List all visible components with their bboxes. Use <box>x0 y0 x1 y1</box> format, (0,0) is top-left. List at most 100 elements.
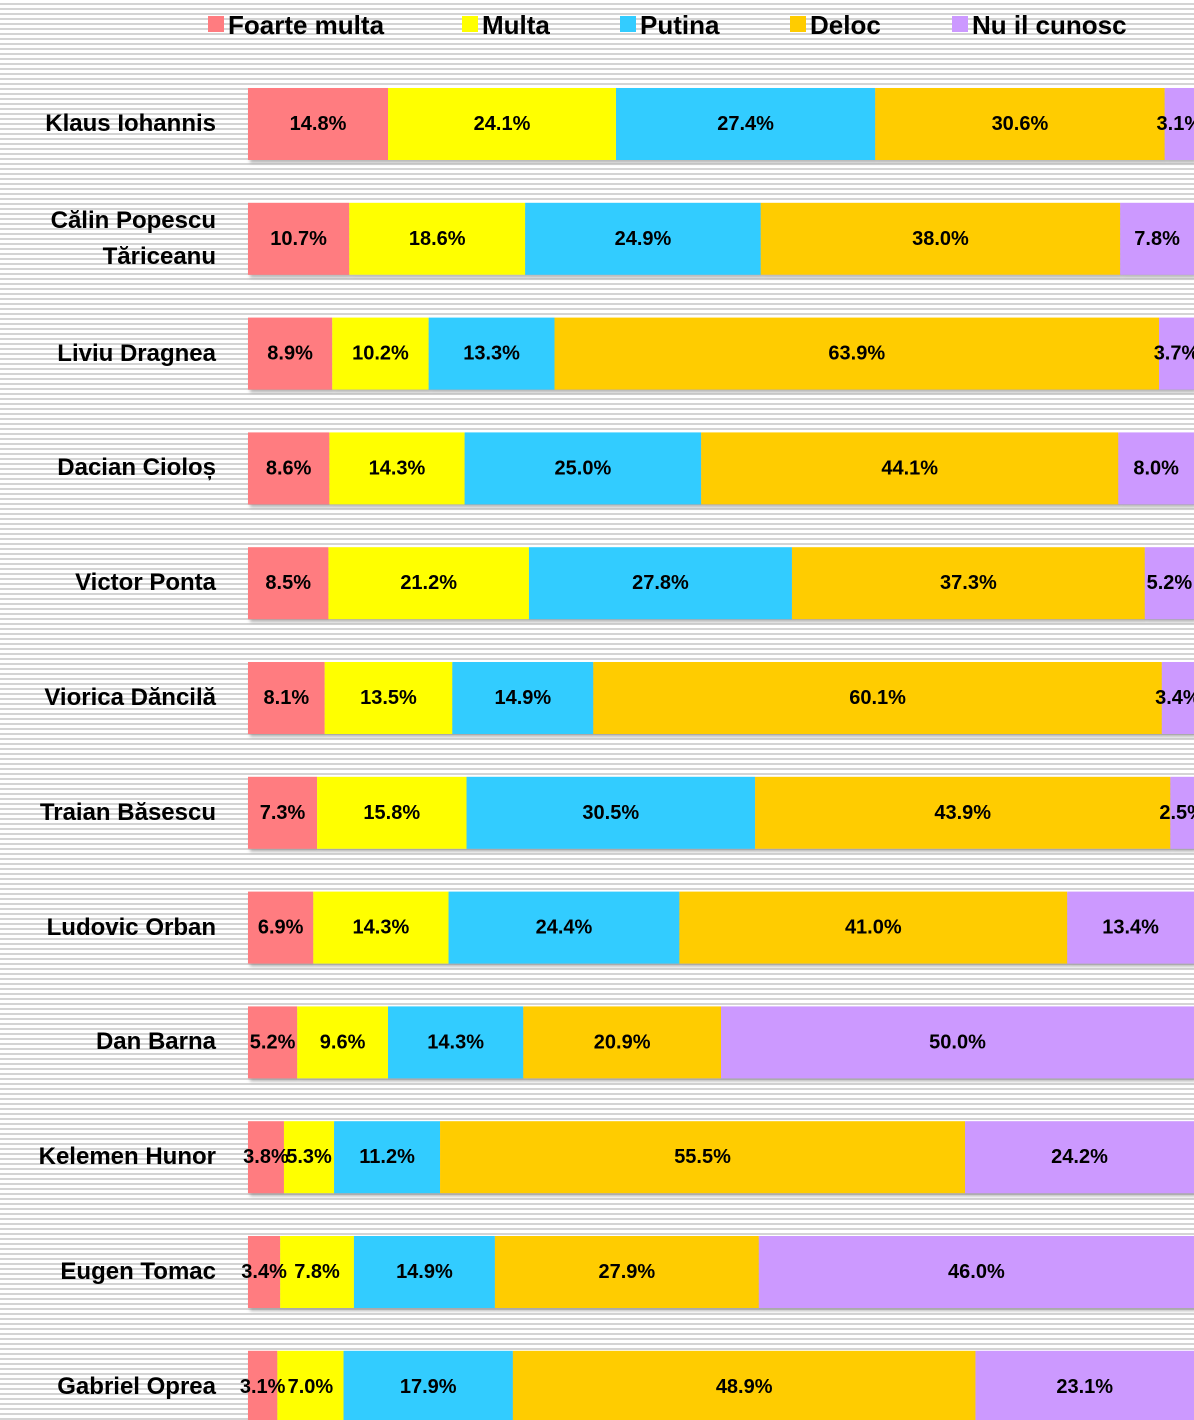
value-label: 5.3% <box>286 1146 332 1168</box>
category-label: Victor Ponta <box>75 569 216 597</box>
value-label: 14.9% <box>494 687 551 709</box>
bar-segment <box>329 432 465 505</box>
value-label: 9.6% <box>320 1031 366 1053</box>
bar-segment <box>334 1121 441 1194</box>
value-label: 8.0% <box>1133 457 1179 479</box>
value-label: 46.0% <box>948 1261 1005 1283</box>
value-label: 8.5% <box>265 572 311 594</box>
bar-segment <box>965 1121 1194 1194</box>
legend-label: Multa <box>482 10 550 40</box>
value-label: 30.5% <box>582 802 639 824</box>
bar-segment <box>317 776 467 849</box>
category-label: Viorica Dăncilă <box>44 684 216 711</box>
value-label: 24.1% <box>474 113 531 135</box>
bar-segment <box>248 891 314 964</box>
category-label: Eugen Tomac <box>60 1258 216 1285</box>
bar-segment <box>313 891 449 964</box>
value-label: 14.9% <box>396 1261 453 1283</box>
value-label: 14.3% <box>353 917 410 939</box>
category-label: Kelemen Hunor <box>38 1143 216 1171</box>
value-label: 15.8% <box>363 802 420 824</box>
bar-segment <box>332 317 429 390</box>
value-label: 60.1% <box>849 687 906 709</box>
value-label: 3.8% <box>243 1146 289 1168</box>
bar-segment <box>512 1350 976 1420</box>
bar-segment <box>1067 891 1194 964</box>
bar-segment <box>593 662 1162 734</box>
legend-label: Deloc <box>810 10 881 40</box>
value-label: 8.9% <box>267 343 313 365</box>
bar-segment <box>280 1236 354 1308</box>
value-label: 11.2% <box>359 1146 415 1168</box>
legend-label: Foarte multa <box>228 10 385 40</box>
bar-segment <box>1158 317 1194 390</box>
value-label: 38.0% <box>912 228 969 250</box>
value-label: 30.6% <box>992 113 1049 135</box>
value-label: 14.3% <box>369 457 426 479</box>
bar-segment <box>343 1350 513 1420</box>
value-label: 8.1% <box>264 687 310 709</box>
bar-segment <box>297 1006 389 1079</box>
bar-segment <box>1170 776 1194 849</box>
value-label: 3.1% <box>240 1376 286 1398</box>
bar-segment <box>466 776 756 849</box>
bar-segment <box>975 1350 1194 1420</box>
value-label: 7.3% <box>260 802 306 824</box>
legend: Foarte multa Multa Putina Deloc Nu il cunosc <box>208 10 1127 40</box>
category-label: Traian Băsescu <box>39 798 216 826</box>
category-label: Klaus Iohannis <box>45 110 216 137</box>
legend-swatch <box>790 16 806 32</box>
value-label: 48.9% <box>716 1376 773 1398</box>
bar-segment <box>679 891 1068 964</box>
value-label: 27.9% <box>599 1261 656 1283</box>
legend-swatch <box>952 16 968 32</box>
bar-segment <box>388 88 616 160</box>
value-labels: 14.8% 24.1% 27.4% 30.6% 3.1% 10.7% 18.6% 24.9% 3… <box>240 113 1194 1398</box>
bar-segment <box>388 1006 524 1079</box>
category-label: Ludovic Orban <box>46 913 216 941</box>
value-label: 50.0% <box>929 1031 986 1053</box>
bar-segment <box>248 1006 298 1079</box>
bar-segment <box>452 662 594 734</box>
bar-segment <box>1118 432 1194 505</box>
bar-segment <box>428 317 555 390</box>
value-label: 5.2% <box>250 1031 296 1053</box>
bar-segment <box>494 1236 759 1308</box>
bar-segment <box>1120 202 1194 275</box>
value-label: 13.3% <box>463 343 520 365</box>
value-label: 55.5% <box>674 1146 731 1168</box>
bar-segment <box>248 1350 278 1420</box>
value-label: 7.8% <box>1134 228 1180 250</box>
category-label: Liviu Dragnea <box>57 339 216 367</box>
bar-segment <box>755 776 1171 849</box>
value-label: 43.9% <box>934 802 991 824</box>
bar-segment <box>248 317 333 390</box>
value-label: 7.0% <box>288 1376 334 1398</box>
category-label: Dacian Cioloș <box>57 454 216 482</box>
bar-segment <box>277 1350 344 1420</box>
bar-segment <box>248 662 325 734</box>
value-label: 23.1% <box>1056 1376 1113 1398</box>
value-label: 3.7% <box>1154 343 1194 365</box>
bar-segment <box>283 1121 335 1194</box>
bar-segment <box>701 432 1119 505</box>
category-label: Dan Barna <box>95 1028 216 1056</box>
bar-segment <box>758 1236 1194 1308</box>
legend-swatch <box>620 16 636 32</box>
legend-label: Nu il cunosc <box>972 10 1127 40</box>
value-label: 6.9% <box>258 917 304 939</box>
bar-segment <box>1164 88 1194 160</box>
bar-segment <box>721 1006 1194 1079</box>
bar-segment <box>448 891 680 964</box>
bar-segment <box>248 776 318 849</box>
value-label: 41.0% <box>845 917 902 939</box>
bar-segment <box>248 88 389 160</box>
value-label: 13.5% <box>360 687 417 709</box>
value-label: 27.8% <box>632 572 689 594</box>
bar-segment <box>328 547 529 620</box>
category-label: Călin Popescu Tăriceanu <box>50 206 216 270</box>
bar-segment <box>760 202 1121 275</box>
bar-segment <box>248 1121 284 1194</box>
bar-segment <box>523 1006 721 1079</box>
